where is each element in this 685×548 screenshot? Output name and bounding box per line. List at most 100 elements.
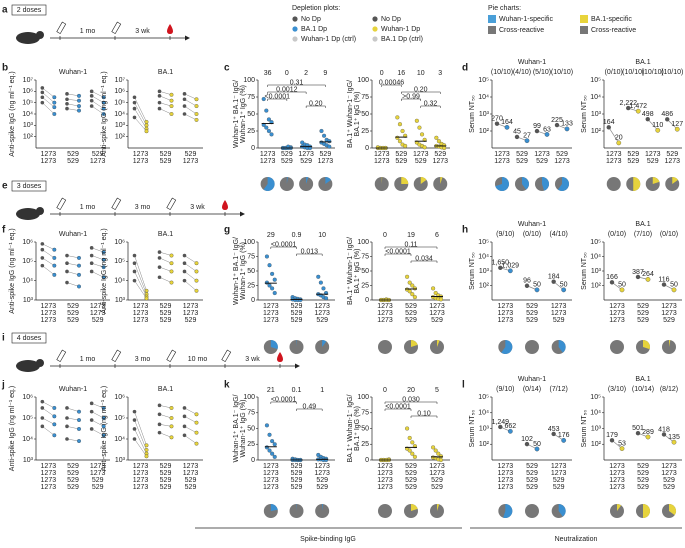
x-tick-label: 529 bbox=[291, 477, 303, 484]
x-tick-label: 1273 bbox=[432, 158, 448, 165]
median-label: 50 bbox=[560, 282, 568, 289]
x-tick-label: 529 bbox=[431, 317, 443, 324]
median-label: 5 bbox=[435, 387, 439, 394]
median-label: 418 bbox=[658, 426, 670, 433]
syringe bbox=[56, 197, 67, 211]
pie-base bbox=[606, 177, 621, 191]
x-tick-label: 529 bbox=[291, 317, 303, 324]
median-dot bbox=[616, 140, 622, 146]
pair-line bbox=[66, 99, 80, 101]
y-axis-label: Serum NT₅₀ bbox=[469, 410, 476, 448]
dp-dot bbox=[77, 418, 81, 422]
x-tick-label: 529 bbox=[160, 303, 172, 310]
x-tick-label: 1273 bbox=[90, 158, 106, 165]
pie-slice bbox=[557, 177, 570, 191]
ratio-dot bbox=[431, 286, 436, 291]
pair-line bbox=[134, 263, 147, 295]
median-label: 1,029 bbox=[502, 263, 520, 270]
timeline-arrow bbox=[240, 211, 245, 217]
median-dot bbox=[661, 282, 667, 287]
y-tick-label: 25 bbox=[361, 128, 369, 135]
bracket bbox=[296, 408, 323, 411]
ratio-dot bbox=[412, 286, 417, 291]
p-value: <0.0001 bbox=[271, 241, 297, 248]
y-axis-label: Wuhan-1⁺ BA.1⁻ IgG/ bbox=[233, 237, 240, 305]
ratio-dot bbox=[410, 292, 415, 297]
ratio-dot bbox=[327, 139, 332, 144]
median-dot bbox=[494, 121, 500, 126]
panel-title: BA.1 bbox=[635, 59, 650, 66]
median-label: 164 bbox=[603, 119, 615, 126]
no-dp-dot bbox=[40, 90, 45, 95]
no-dp-dot bbox=[182, 269, 187, 274]
dp-dot bbox=[169, 269, 174, 274]
pair-line bbox=[91, 247, 104, 253]
median-dot bbox=[635, 108, 641, 114]
median-label: 498 bbox=[642, 111, 654, 118]
y-tick-label: 10³ bbox=[115, 297, 126, 304]
ratio-dot bbox=[324, 296, 329, 301]
pair-line bbox=[159, 91, 172, 95]
y-tick-label: 10³ bbox=[23, 457, 34, 464]
y-tick-label: 75 bbox=[247, 410, 255, 417]
x-tick-label: 529 bbox=[516, 151, 528, 158]
x-tick-label: 1273 bbox=[263, 484, 279, 491]
legend-swatch bbox=[488, 26, 496, 34]
x-tick-label: 1273 bbox=[133, 317, 149, 324]
median-label: 176 bbox=[558, 432, 570, 439]
y-tick-label: 0 bbox=[365, 457, 369, 464]
dp-dot bbox=[169, 253, 174, 258]
no-dp-dot bbox=[157, 275, 162, 280]
no-dp-dot bbox=[132, 269, 137, 274]
footer-label: Spike-binding IgG bbox=[300, 536, 356, 543]
x-tick-label: 529 bbox=[67, 470, 79, 477]
ratio-dot bbox=[261, 96, 266, 102]
median-dot bbox=[564, 126, 570, 132]
dp-dot bbox=[169, 92, 174, 97]
median-dot bbox=[551, 431, 556, 437]
no-dp-dot bbox=[89, 89, 94, 94]
x-tick-label: 529 bbox=[281, 151, 293, 158]
bracket bbox=[384, 401, 438, 404]
pie-slice bbox=[643, 340, 651, 350]
x-tick-label: 529 bbox=[637, 303, 649, 310]
pie-base bbox=[378, 340, 392, 354]
x-tick-label: 529 bbox=[160, 470, 172, 477]
fraction: (4/10) bbox=[550, 231, 568, 238]
p-value: 0.20 bbox=[309, 100, 323, 107]
panel-letter: i bbox=[2, 333, 5, 344]
x-tick-label: 529 bbox=[160, 463, 172, 470]
pair-line bbox=[159, 251, 172, 256]
dose-label: 2 doses bbox=[17, 7, 42, 14]
pair-line bbox=[159, 405, 172, 409]
y-tick-label: 10⁵ bbox=[478, 239, 489, 246]
dp-dot bbox=[77, 93, 81, 98]
median-label: 50 bbox=[533, 282, 541, 289]
pair-line bbox=[42, 407, 55, 417]
median-label: 135 bbox=[668, 434, 680, 441]
bracket bbox=[270, 246, 297, 249]
dp-dot bbox=[52, 100, 57, 105]
fraction: (9/10) bbox=[496, 231, 514, 238]
panel-title: BA.1 bbox=[635, 376, 650, 383]
x-tick-label: 1273 bbox=[429, 310, 445, 317]
no-dp-dot bbox=[132, 418, 137, 422]
dp-dot bbox=[194, 430, 199, 435]
y-axis-label: Wuhan-1⁺ IgG (%) bbox=[240, 242, 247, 300]
pie-slice bbox=[411, 504, 418, 511]
dp-dot bbox=[144, 296, 149, 301]
no-dp-dot bbox=[89, 427, 94, 431]
y-tick-label: 10⁶ bbox=[114, 88, 125, 95]
median-dot bbox=[534, 128, 540, 134]
x-tick-label: 1273 bbox=[377, 317, 393, 324]
ratio-dot bbox=[395, 115, 400, 120]
y-tick-label: 10³ bbox=[23, 297, 34, 304]
pair-line bbox=[184, 271, 197, 281]
median-dot bbox=[645, 277, 651, 282]
dp-dot bbox=[101, 275, 106, 280]
x-tick-label: 1273 bbox=[41, 470, 57, 477]
median-label: 29 bbox=[267, 232, 275, 239]
no-dp-dot bbox=[65, 253, 69, 258]
